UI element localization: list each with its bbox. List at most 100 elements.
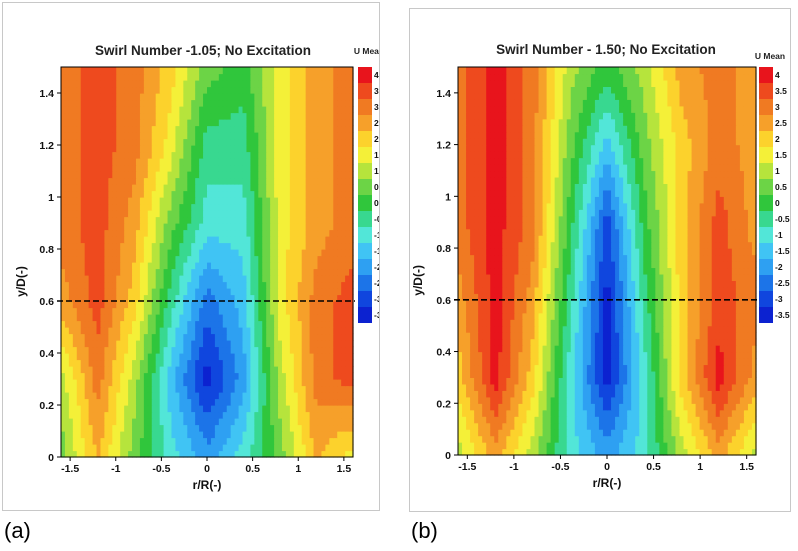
contour-cell [266,385,271,393]
contour-cell [226,288,232,296]
contour-cell [619,448,624,456]
contour-cell [254,288,259,296]
contour-cell [61,281,66,289]
contour-cell [349,197,354,205]
contour-cell [305,301,311,309]
contour-cell [341,418,346,426]
contour-cell [179,340,184,348]
contour-cell [159,216,165,224]
contour-cell [187,151,192,159]
contour-cell [510,409,515,417]
contour-cell [313,385,319,393]
contour-cell [120,223,125,231]
contour-cell [341,106,346,114]
contour-cell [214,385,220,393]
contour-cell [262,281,267,289]
contour-cell [72,385,78,393]
contour-cell [96,223,102,231]
contour-cell [254,151,259,159]
contour-cell [128,158,133,166]
contour-cell [64,73,70,81]
contour-cell [159,158,165,166]
contour-cell [321,333,326,341]
contour-cell [191,255,196,263]
contour-cell [341,164,346,172]
contour-cell [309,333,315,341]
contour-cell [72,242,78,250]
contour-cell [135,398,141,406]
contour-cell [242,242,248,250]
contour-cell [293,288,299,296]
contour-cell [210,67,216,75]
contour-cell [210,268,216,276]
contour-cell [96,275,102,283]
contour-cell [120,392,125,400]
contour-cell [139,86,145,94]
contour-cell [210,119,216,127]
contour-cell [187,301,192,309]
contour-cell [305,327,311,335]
contour-cell [143,158,149,166]
contour-cell [92,119,98,127]
contour-cell [305,197,311,205]
contour-cell [116,262,121,270]
contour-cell [207,73,212,81]
contour-cell [100,398,106,406]
contour-cell [254,418,259,426]
contour-cell [270,294,275,302]
contour-cell [187,405,192,413]
contour-cell [171,353,177,361]
contour-cell [108,132,113,140]
contour-cell [222,372,228,380]
contour-cell [80,242,86,250]
contour-cell [337,119,342,127]
contour-cell [297,223,303,231]
contour-cell [723,416,729,424]
contour-cell [285,229,291,237]
contour-cell [254,249,259,257]
contour-cell [179,249,184,257]
contour-cell [210,366,216,374]
contour-cell [230,184,236,192]
contour-cell [498,429,503,437]
contour-cell [341,151,346,159]
contour-cell [655,442,660,450]
contour-cell [317,268,323,276]
contour-cell [250,359,255,367]
contour-cell [246,405,252,413]
contour-cell [502,442,507,450]
contour-cell [341,73,346,81]
contour-cell [68,229,74,237]
contour-cell [80,99,86,107]
contour-cell [274,450,279,458]
contour-cell [88,73,94,81]
contour-cell [61,171,66,179]
contour-cell [281,132,287,140]
contour-cell [135,158,141,166]
contour-cell [238,73,244,81]
contour-cell [120,177,125,185]
contour-cell [61,405,66,413]
contour-cell [262,392,267,400]
contour-cell [88,405,94,413]
contour-cell [234,411,240,419]
contour-cell [159,411,165,419]
contour-cell [104,366,109,374]
contour-cell [175,418,180,426]
contour-cell [100,340,106,348]
contour-cell [167,223,173,231]
contour-cell [64,431,70,439]
contour-cell [309,184,315,192]
contour-cell [462,422,467,430]
contour-cell [108,346,113,354]
contour-cell [72,106,78,114]
contour-cell [128,119,133,127]
contour-cell [72,307,78,315]
contour-cell [691,435,697,443]
contour-cell [278,93,283,101]
contour-cell [199,197,204,205]
contour-cell [218,424,224,432]
contour-cell [210,236,216,244]
contour-cell [80,203,86,211]
contour-cell [76,158,82,166]
